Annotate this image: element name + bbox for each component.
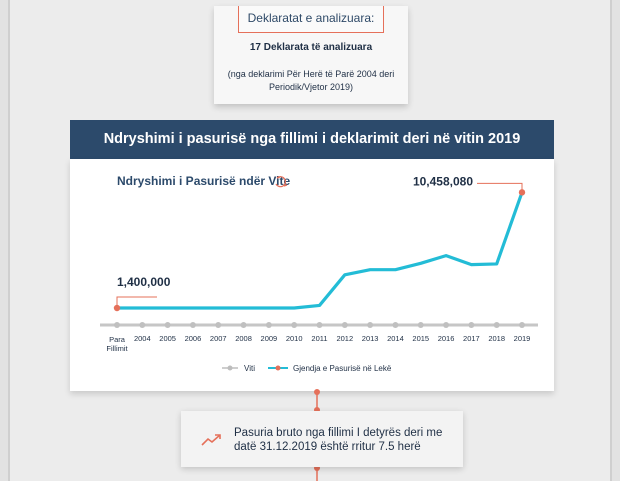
axis-dot [215, 322, 222, 328]
tick-label: 2006 [185, 334, 202, 343]
tick-label: 2014 [387, 334, 404, 343]
axis-dot [316, 322, 323, 328]
declarations-card: Deklaratat e analizuara: 17 Deklarata të… [214, 6, 408, 104]
axis-dot [341, 322, 348, 328]
legend-axis-marker [227, 365, 233, 371]
tick-label: 2019 [514, 334, 531, 343]
axis-dot [519, 322, 525, 328]
end-value-label: 10,458,080 [413, 174, 473, 188]
axis-dot [240, 322, 247, 328]
tick-label: 2007 [210, 334, 227, 343]
wealth-line-chart: Ndryshimi i Pasurisë ndër Vite ParaFillim… [100, 174, 538, 373]
tick-label: 2013 [362, 334, 379, 343]
tick-label: 2005 [159, 334, 176, 343]
growth-summary-text: Pasuria bruto nga fillimi I detyrës deri… [234, 427, 443, 453]
tick-label: 2011 [311, 334, 327, 343]
tick-label: 2010 [286, 334, 303, 343]
axis-dot [189, 322, 196, 328]
start-callout [116, 296, 157, 308]
chart-card: Ndryshimi i Pasurisë ndër Vite Para Fillim… [70, 159, 554, 391]
chart-title: Ndryshimi i Pasurisë ndër Vite [117, 174, 291, 188]
growth-summary-card: Pasuria bruto nga fillimi I detyrës deri… [181, 411, 463, 467]
axis-dot [114, 322, 120, 328]
tick-label: 2017 [463, 334, 480, 343]
tick-label: Para [109, 335, 126, 344]
tick-label: 2004 [134, 334, 151, 343]
axis-dot [493, 322, 500, 328]
tick-label: Fillimit [106, 344, 128, 353]
section-banner: Ndryshimi i pasurisë nga fillimi i dekla… [70, 120, 554, 159]
axis-dot [367, 322, 374, 328]
legend-axis-label: Viti [244, 364, 255, 373]
series-line [117, 191, 524, 310]
declarations-note: (nga deklarimi Për Herë të Parë 2004 der… [227, 69, 395, 92]
axis-dot [443, 322, 450, 328]
tick-label: 2009 [261, 334, 278, 343]
axis-dot [417, 322, 424, 328]
right-frame [610, 0, 620, 481]
start-value-label: 1,400,000 [117, 275, 171, 289]
axis-dot [164, 322, 171, 328]
axis-dot [468, 322, 475, 328]
legend-series-marker [275, 365, 281, 371]
declarations-tag: Deklaratat e analizuara: [238, 6, 384, 33]
declarations-count: 17 Deklarata të analizuara [249, 42, 373, 53]
tick-label: 2015 [412, 334, 429, 343]
axis-dot [139, 322, 146, 328]
trend-up-icon [201, 434, 221, 446]
axis-dot [291, 322, 298, 328]
tick-label: 2018 [488, 334, 505, 343]
refresh-icon [275, 176, 288, 188]
tick-label: 2012 [336, 334, 353, 343]
end-callout [477, 182, 523, 193]
tick-label: 2016 [438, 334, 455, 343]
left-frame [0, 0, 10, 481]
tick-label: 2008 [235, 334, 252, 343]
legend-series-label: Gjendja e Pasurisë në Lekë [293, 364, 392, 373]
axis-dot [392, 322, 399, 328]
axis-dot [265, 322, 272, 328]
